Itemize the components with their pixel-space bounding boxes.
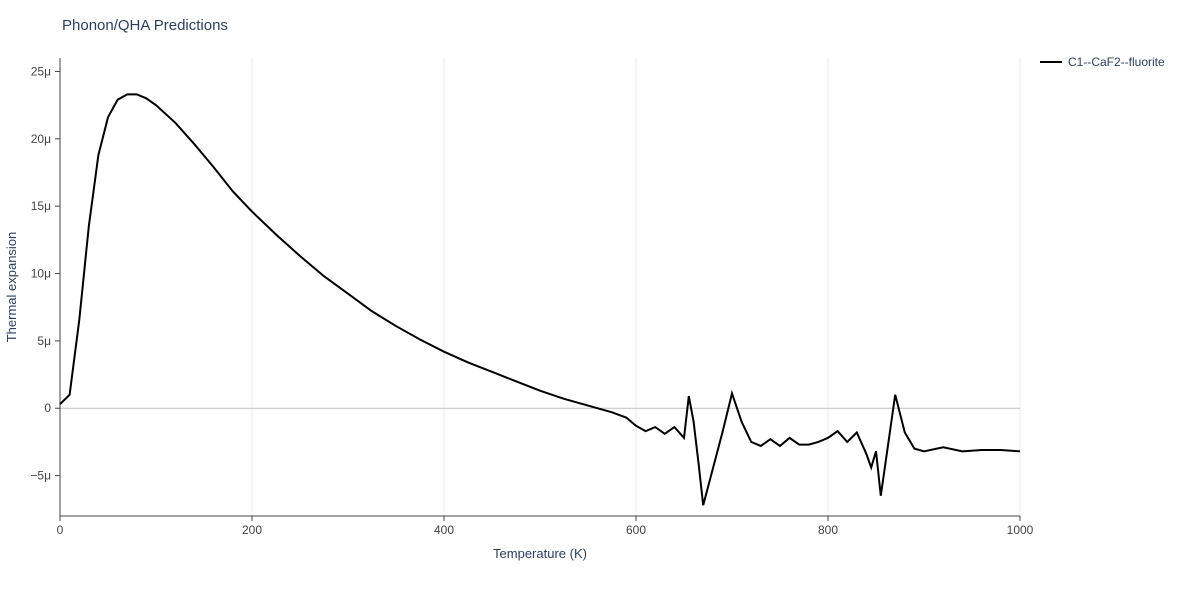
x-tick-label: 1000 bbox=[1007, 523, 1034, 537]
y-tick-label: 10μ bbox=[31, 267, 51, 281]
x-tick-label: 200 bbox=[242, 523, 262, 537]
y-tick-label: 25μ bbox=[31, 64, 51, 78]
x-tick-label: 600 bbox=[626, 523, 646, 537]
x-tick-label: 800 bbox=[818, 523, 838, 537]
x-tick-label: 0 bbox=[57, 523, 64, 537]
y-tick-label: −5μ bbox=[30, 469, 51, 483]
y-tick-label: 5μ bbox=[37, 334, 51, 348]
series-line bbox=[60, 94, 1020, 505]
legend-label[interactable]: C1--CaF2--fluorite bbox=[1068, 55, 1165, 69]
x-tick-label: 400 bbox=[434, 523, 454, 537]
y-tick-label: 20μ bbox=[31, 132, 51, 146]
y-tick-label: 0 bbox=[44, 401, 51, 415]
chart-canvas: 0 200 400 600 800 1000 −5μ 0 5μ 10μ 15μ 20μ 25μ Tempe… bbox=[0, 0, 1200, 600]
y-tick-label: 15μ bbox=[31, 199, 51, 213]
y-axis-title: Thermal expansion bbox=[4, 232, 19, 343]
x-axis-title: Temperature (K) bbox=[493, 546, 587, 561]
